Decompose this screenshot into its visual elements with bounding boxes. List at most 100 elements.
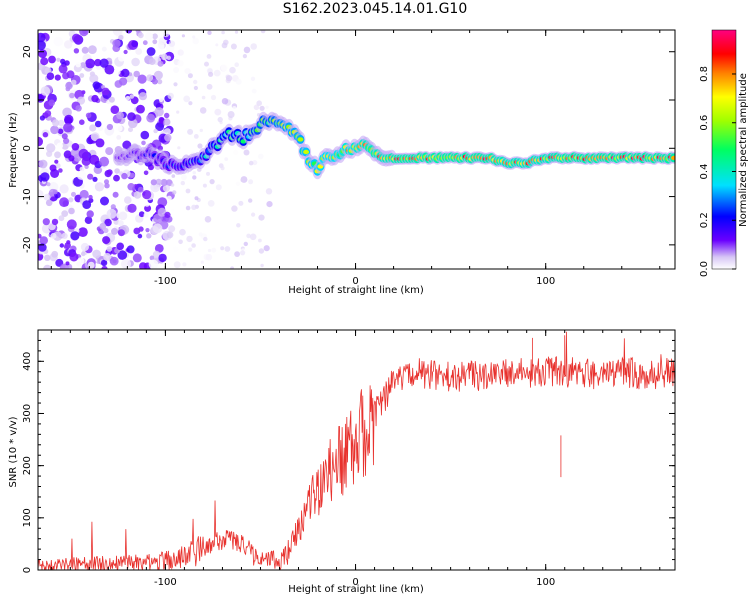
heatmap-cell: [48, 99, 55, 107]
heatmap-cell: [149, 255, 155, 261]
colorbar-tick-label: 0.0: [699, 261, 710, 277]
heatmap-cell: [151, 78, 158, 85]
heatmap-cell: [90, 132, 100, 142]
heatmap-cell: [38, 253, 44, 261]
heatmap-cell: [85, 58, 95, 69]
heatmap-cell: [154, 107, 164, 117]
y-tick-label: -20: [22, 237, 33, 253]
heatmap-cell: [137, 233, 143, 239]
heatmap-cell: [142, 40, 148, 46]
heatmap-cell: [81, 156, 91, 166]
heatmap-cell: [78, 148, 89, 159]
colorbar-tick-label: 0.8: [699, 66, 710, 82]
heatmap-cell: [42, 218, 50, 226]
heatmap-cell: [166, 231, 174, 239]
snr-y-axis-label: SNR (10 * v/v): [8, 416, 19, 487]
heatmap-cell: [207, 30, 212, 35]
colorbar-ticks: 0.0 0.2 0.4 0.6 0.8: [699, 66, 736, 277]
heatmap-cell: [94, 120, 102, 128]
heatmap-cell: [203, 236, 208, 242]
heatmap-cell: [121, 68, 130, 78]
heatmap-cell: [206, 83, 213, 90]
heatmap-cell: [137, 186, 144, 193]
heatmap-cell: [192, 37, 199, 45]
heatmap-cell: [101, 46, 107, 52]
heatmap-cell: [89, 124, 97, 132]
heatmap-cell: [99, 58, 109, 68]
heatmap-cell: [50, 125, 59, 135]
heatmap-cell: [238, 200, 244, 206]
heatmap-cell: [177, 49, 184, 56]
heatmap-frame: [37, 29, 676, 270]
heatmap-cell: [177, 60, 184, 67]
y-tick-label: 0: [22, 567, 33, 573]
heatmap-cell: [106, 208, 117, 219]
heatmap-cell: [240, 178, 245, 183]
heatmap-cell: [52, 119, 60, 127]
heatmap-cell: [234, 30, 239, 34]
heatmap-cell: [105, 147, 114, 156]
heatmap-cell: [152, 223, 163, 234]
snr-panel: -100 0 100 0 100 200 300 400 Height of straight…: [8, 329, 676, 595]
heatmap-cell: [79, 119, 85, 125]
heatmap-cell: [69, 252, 79, 262]
heatmap-cell: [213, 69, 221, 77]
heatmap-cell: [87, 261, 95, 269]
heatmap-cell: [38, 136, 43, 147]
heatmap-cell: [85, 112, 92, 119]
heatmap-cell: [55, 163, 61, 169]
heatmap-cell: [260, 263, 264, 268]
heatmap-cell: [671, 155, 675, 161]
y-tick-label: -10: [22, 188, 33, 204]
heatmap-cell: [58, 119, 65, 127]
heatmap-cell: [76, 170, 87, 180]
heatmap-cell: [108, 96, 115, 103]
colorbar-tick-label: 0.6: [699, 115, 710, 131]
heatmap-cell: [58, 64, 68, 74]
heatmap-cell: [260, 30, 266, 34]
heatmap-cell: [162, 31, 170, 38]
heatmap-cell: [161, 53, 168, 61]
heatmap-cell: [113, 174, 120, 182]
snr-ticks: -100 0 100 0 100 200 300 400: [22, 330, 675, 588]
heatmap-cell: [199, 128, 203, 133]
heatmap-cell: [39, 115, 46, 121]
heatmap-cell: [40, 172, 50, 182]
heatmap-cell: [171, 174, 176, 178]
heatmap-cell: [111, 227, 118, 235]
heatmap-cell: [92, 81, 101, 90]
heatmap-cell: [75, 105, 82, 112]
heatmap-cell: [38, 40, 46, 51]
heatmap-cell: [252, 160, 258, 166]
heatmap-cell: [76, 261, 82, 267]
heatmap-cell: [248, 179, 254, 185]
heatmap-cell: [210, 94, 217, 101]
heatmap-cell: [43, 264, 52, 269]
heatmap-cell: [191, 204, 197, 210]
heatmap-cell: [106, 246, 113, 252]
colorbar: 0.0 0.2 0.4 0.6 0.8 Normalized spectral ampl…: [699, 29, 749, 277]
heatmap-cell: [63, 40, 73, 49]
heatmap-cell: [258, 248, 265, 254]
heatmap-cell: [145, 32, 153, 41]
heatmap-cell: [192, 171, 196, 175]
snr-frame: [37, 329, 676, 571]
heatmap-cell: [88, 194, 93, 200]
heatmap-cell: [101, 265, 108, 269]
heatmap-cell: [155, 122, 165, 131]
heatmap-cell: [76, 96, 86, 105]
heatmap-cell: [94, 58, 102, 67]
heatmap-cell: [144, 204, 152, 212]
heatmap-cell: [104, 179, 109, 185]
heatmap-cell: [73, 48, 80, 54]
heatmap-cell: [157, 79, 163, 85]
heatmap-cell: [193, 134, 199, 139]
heatmap-cell: [135, 30, 141, 33]
heatmap-cell: [221, 42, 228, 49]
y-tick-label: 20: [22, 45, 33, 58]
heatmap-cell: [187, 128, 194, 135]
heatmap-cell: [256, 100, 263, 106]
heatmap-cell: [214, 108, 222, 116]
